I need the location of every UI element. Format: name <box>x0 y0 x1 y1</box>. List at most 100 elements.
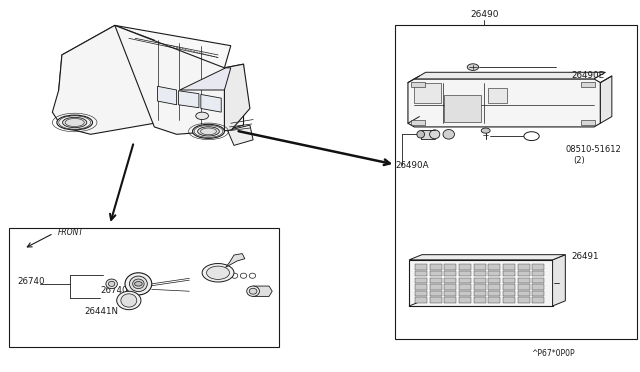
Bar <box>503 291 515 296</box>
Bar <box>444 284 456 289</box>
Bar <box>444 264 456 270</box>
Ellipse shape <box>125 273 152 295</box>
Bar <box>488 297 500 303</box>
Ellipse shape <box>193 124 225 138</box>
Bar <box>503 264 515 270</box>
Bar <box>459 271 471 276</box>
Bar <box>488 88 507 103</box>
Bar <box>411 81 425 87</box>
Bar <box>518 271 529 276</box>
Bar <box>429 284 442 289</box>
Ellipse shape <box>129 276 147 292</box>
Bar <box>532 284 544 289</box>
Bar <box>415 264 427 270</box>
Polygon shape <box>59 25 231 90</box>
Ellipse shape <box>429 130 440 139</box>
Circle shape <box>524 132 540 141</box>
Bar <box>444 278 456 283</box>
Bar <box>415 291 427 296</box>
Bar <box>581 119 595 125</box>
Bar <box>9 228 278 347</box>
Polygon shape <box>409 260 552 306</box>
Bar <box>581 81 595 87</box>
Polygon shape <box>179 91 199 108</box>
Bar <box>459 264 471 270</box>
Ellipse shape <box>57 115 93 130</box>
Bar <box>518 284 529 289</box>
Ellipse shape <box>132 279 144 289</box>
Bar <box>503 278 515 283</box>
Bar <box>503 271 515 276</box>
Bar <box>532 297 544 303</box>
Bar <box>474 278 486 283</box>
Bar <box>474 291 486 296</box>
Polygon shape <box>180 68 231 90</box>
Ellipse shape <box>116 291 141 310</box>
Bar <box>474 297 486 303</box>
Text: 26740: 26740 <box>17 278 45 286</box>
Polygon shape <box>253 286 272 296</box>
Bar <box>474 264 486 270</box>
Polygon shape <box>157 86 177 105</box>
Circle shape <box>202 263 234 282</box>
Bar <box>414 83 441 103</box>
Bar <box>444 297 456 303</box>
Ellipse shape <box>108 281 115 286</box>
Text: S: S <box>529 132 534 141</box>
Ellipse shape <box>121 294 137 307</box>
Polygon shape <box>201 94 221 112</box>
Ellipse shape <box>417 131 424 138</box>
Bar <box>429 297 442 303</box>
Ellipse shape <box>246 286 259 296</box>
Polygon shape <box>225 64 250 131</box>
Polygon shape <box>52 25 154 134</box>
Bar <box>444 95 481 122</box>
Ellipse shape <box>249 288 257 294</box>
Bar <box>411 119 425 125</box>
Polygon shape <box>226 254 245 267</box>
Polygon shape <box>552 255 565 306</box>
Bar <box>532 291 544 296</box>
Bar <box>429 278 442 283</box>
Text: FRONT: FRONT <box>58 228 83 237</box>
Text: 08510-51612: 08510-51612 <box>565 145 621 154</box>
Text: 26490A: 26490A <box>395 161 429 170</box>
Ellipse shape <box>63 117 87 128</box>
Ellipse shape <box>106 279 117 289</box>
Text: 26491: 26491 <box>572 251 599 261</box>
Polygon shape <box>408 79 600 127</box>
Polygon shape <box>600 76 612 123</box>
Text: 26490E: 26490E <box>572 71 605 80</box>
Bar <box>395 25 637 339</box>
Bar <box>518 297 529 303</box>
Polygon shape <box>115 25 244 134</box>
Bar <box>444 291 456 296</box>
Bar <box>444 271 456 276</box>
Bar <box>459 291 471 296</box>
Text: 26740A: 26740A <box>100 286 134 295</box>
Bar <box>429 291 442 296</box>
Bar <box>503 284 515 289</box>
Bar <box>415 278 427 283</box>
Text: ^P67*0P0P: ^P67*0P0P <box>532 350 575 359</box>
Circle shape <box>196 112 209 119</box>
Bar <box>415 284 427 289</box>
Bar <box>488 284 500 289</box>
Circle shape <box>481 128 490 133</box>
Bar <box>503 297 515 303</box>
Bar <box>429 271 442 276</box>
Bar <box>459 278 471 283</box>
Ellipse shape <box>198 127 220 136</box>
Bar <box>488 278 500 283</box>
Polygon shape <box>409 255 565 260</box>
Circle shape <box>207 266 230 279</box>
Polygon shape <box>414 72 605 79</box>
Bar <box>415 271 427 276</box>
Bar <box>420 130 435 139</box>
Bar <box>474 271 486 276</box>
Bar <box>532 278 544 283</box>
Bar <box>488 264 500 270</box>
Bar <box>488 271 500 276</box>
Bar <box>474 284 486 289</box>
Text: 26441N: 26441N <box>84 307 118 316</box>
